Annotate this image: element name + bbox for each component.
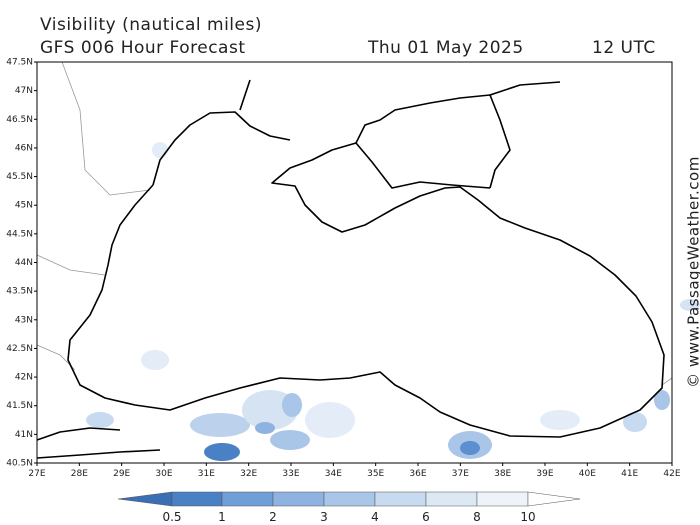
lon-label: 34E [325,469,342,479]
lat-label: 42N [15,373,33,383]
time: 12 UTC [592,38,656,58]
map [36,61,700,464]
lat-label: 42.5N [6,344,33,354]
lat-label: 47N [15,86,33,96]
lon-label: 27E [28,469,45,479]
lon-label: 39E [536,469,553,479]
colorbar-label: 3 [320,510,328,524]
lon-label: 28E [71,469,88,479]
lat-label: 45.5N [6,172,33,182]
lon-label: 36E [409,469,426,479]
lon-label: 37E [452,469,469,479]
colorbar-label: 2 [269,510,277,524]
colorbar-label: 0.5 [162,510,181,524]
lon-label: 42E [663,469,680,479]
colorbar-label: 10 [520,510,535,524]
colorbar [117,491,581,507]
axis-labels: 47.5N 47N 46.5N 46N 45.5N 45N 44.5N 44N 43.5N 43N… [6,58,681,480]
lon-label: 33E [282,469,299,479]
colorbar-labels: 0.5 1 2 3 4 6 8 10 [162,510,535,524]
coastline [36,79,665,459]
lat-label: 45N [15,201,33,211]
lon-label: 31E [198,469,215,479]
lat-label: 44N [15,258,33,268]
colorbar-label: 4 [371,510,379,524]
map-area [37,62,672,463]
lon-label: 40E [579,469,596,479]
lat-label: 43N [15,315,33,325]
visibility-patches [86,142,700,461]
colorbar-label: 6 [422,510,430,524]
colorbar-segment [374,491,427,507]
colorbar-label: 8 [473,510,481,524]
lat-label: 41.5N [6,401,33,411]
watermark: © www.PassageWeather.com [685,156,700,388]
title: Visibility (nautical miles) [40,15,262,35]
lon-label: 38E [494,469,511,479]
lat-label: 43.5N [6,287,33,297]
lon-label: 29E [113,469,130,479]
date: Thu 01 May 2025 [367,38,524,58]
lon-label: 41E [621,469,638,479]
subtitle: GFS 006 Hour Forecast [40,38,246,58]
colorbar-segment [425,491,478,507]
colorbar-segment [272,491,325,507]
colorbar-segment [221,491,274,507]
lon-label: 32E [240,469,257,479]
lat-label: 40.5N [6,459,33,469]
lat-label: 46.5N [6,115,33,125]
lat-label: 47.5N [6,58,33,68]
colorbar-segment [171,491,223,507]
lon-label: 30E [155,469,172,479]
colorbar-label: 1 [218,510,226,524]
colorbar-segment [323,491,376,507]
colorbar-high [527,491,581,507]
lat-label: 41N [15,430,33,440]
lat-label: 46N [15,143,33,153]
colorbar-segment [476,491,529,507]
lat-label: 44.5N [6,229,33,239]
lon-label: 35E [367,469,384,479]
